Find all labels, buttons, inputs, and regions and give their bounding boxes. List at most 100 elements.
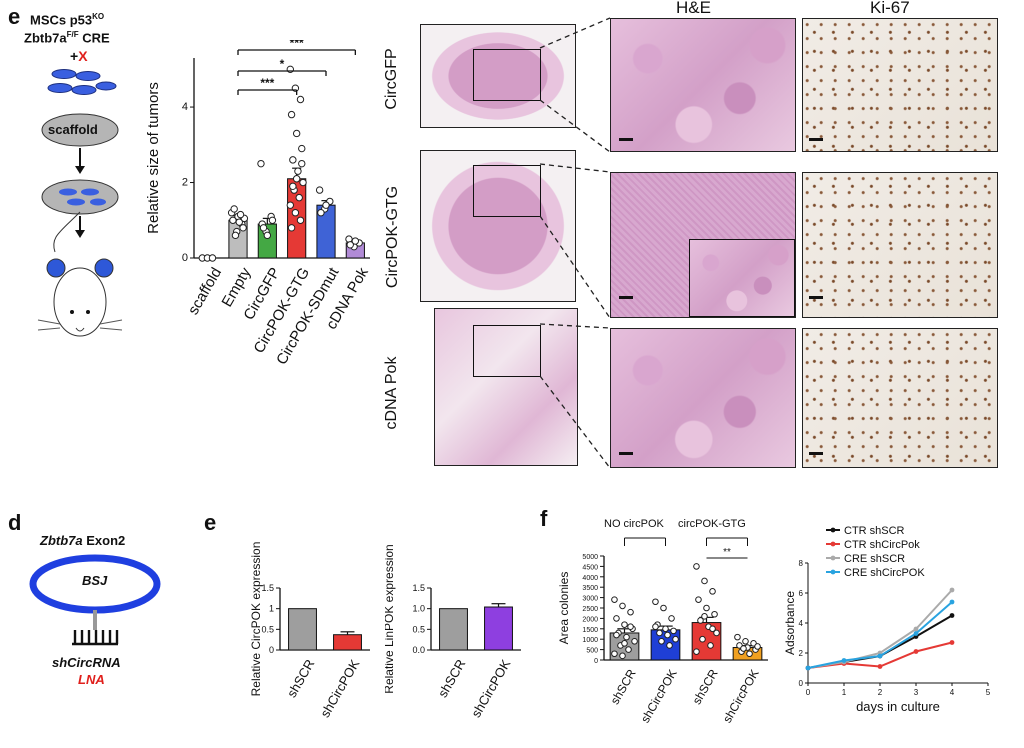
shcircrna-label: shCircRNA <box>52 655 121 670</box>
col-header-he: H&E <box>676 0 711 17</box>
category-label: shSCR <box>690 667 721 707</box>
y-tick-label: 0 <box>594 658 598 665</box>
data-point <box>257 159 265 168</box>
area-colonies-chart: 0 500 1000 1500 2000 2500 3000 3500 4000 4500 5000… <box>557 537 768 725</box>
series-point <box>913 631 919 636</box>
y-tick-label: 1000 <box>582 637 598 644</box>
scale-bar <box>619 138 633 141</box>
category-label: shCircPOK <box>317 657 362 720</box>
data-point <box>619 652 626 660</box>
data-point <box>236 210 245 219</box>
data-point <box>322 201 330 209</box>
legend-label: CRE shSCR <box>844 553 905 565</box>
y-tick-label: 2000 <box>582 616 598 623</box>
bar <box>439 608 468 651</box>
y-axis-label: Relative size of tumors <box>145 82 162 234</box>
panel-letter-d: d <box>8 510 22 535</box>
data-point <box>298 144 306 153</box>
legend-marker <box>830 527 836 533</box>
data-point <box>746 650 753 658</box>
zoom-box <box>473 325 541 377</box>
header-line1-text: MSCs p53 <box>30 12 93 28</box>
schematic-diagram <box>37 69 123 337</box>
data-point <box>693 563 700 570</box>
y-tick-label: 2 <box>799 649 804 658</box>
y-tick-label: 4 <box>799 619 804 628</box>
data-point <box>627 608 634 616</box>
whole-section-cdna-pok <box>434 308 578 466</box>
y-tick-label: 0.0 <box>412 645 425 655</box>
zoom-box <box>473 49 541 101</box>
scale-bar <box>619 296 633 299</box>
data-point <box>666 642 673 649</box>
y-axis-label: Relative CircPOK expression <box>249 542 263 697</box>
legend-label: CRE shCircPOK <box>844 567 925 579</box>
data-point <box>662 625 669 633</box>
category-label: shSCR <box>284 657 318 700</box>
legend-marker <box>830 541 836 547</box>
data-point <box>611 596 618 603</box>
linpok-expression-chart: 0.0 0.5 1.0 1.5 shSCR shCircPOK Relative LinPO… <box>385 544 521 720</box>
x-tick-label: 3 <box>914 688 919 697</box>
header-line2-tail: CRE <box>78 30 110 46</box>
data-point <box>713 629 720 637</box>
data-point <box>623 633 630 641</box>
data-point <box>231 231 240 240</box>
data-point <box>613 615 620 622</box>
data-point <box>707 642 714 649</box>
data-point <box>670 627 677 635</box>
y-tick-label: 0 <box>799 679 804 688</box>
mouse-icon <box>37 211 123 337</box>
y-tick-label: 1.5 <box>261 583 274 593</box>
he-image-circpok-gtg <box>610 172 796 318</box>
scale-bar <box>809 452 823 455</box>
data-point <box>625 646 632 653</box>
red-x-mark: X <box>78 48 88 64</box>
bar <box>333 634 362 651</box>
x-axis-label: days in culture <box>856 699 940 714</box>
y-tick-label: 1.5 <box>412 583 425 593</box>
data-point <box>296 216 305 224</box>
header-line1-sup: KO <box>92 12 105 21</box>
dish-icon <box>41 179 119 215</box>
series-line <box>807 614 953 669</box>
data-point <box>299 178 307 187</box>
x-tick-label: 4 <box>950 688 955 697</box>
he-image-cdna-pok <box>610 328 796 468</box>
data-point <box>652 623 659 631</box>
bar <box>484 606 513 651</box>
cell-header-line1: MSCs p53KO <box>30 12 104 27</box>
plus-x-label: +X <box>70 48 88 64</box>
data-point <box>346 241 354 249</box>
scale-bar <box>809 296 823 299</box>
x-tick-label: 0 <box>806 688 811 697</box>
data-point <box>709 625 716 633</box>
y-axis-label: Adsorbance <box>783 591 797 655</box>
category-label: shCircPOK <box>638 667 680 725</box>
data-point <box>734 633 741 641</box>
data-point <box>621 640 628 647</box>
category-label: shSCR <box>435 657 469 700</box>
data-point <box>660 604 667 612</box>
y-tick-label: 0.5 <box>412 624 425 634</box>
y-tick-label: 0 <box>269 645 274 655</box>
data-point <box>742 637 749 645</box>
whole-section-circgfp <box>420 24 576 128</box>
x-tick-label: 2 <box>878 688 883 697</box>
y-tick-label: 1 <box>269 604 274 614</box>
tumor-size-chart: 024scaffoldEmptyCircGFPCircPOK-GTGCircPO… <box>145 40 372 368</box>
scale-bar <box>809 138 823 141</box>
header-line2-text: Zbtb7a <box>24 30 67 46</box>
series-point <box>949 640 955 645</box>
series-point <box>913 649 919 654</box>
legend-marker <box>830 555 836 561</box>
significance-label: *** <box>290 40 304 50</box>
data-point <box>291 209 300 217</box>
exon-label: Zbtb7a Exon2 <box>40 533 125 548</box>
panel-letter-e-bottom: e <box>204 510 217 535</box>
data-point <box>235 218 243 226</box>
zoom-connectors <box>539 17 611 469</box>
data-point <box>627 623 634 631</box>
data-point <box>658 637 665 645</box>
series-point <box>877 664 883 669</box>
